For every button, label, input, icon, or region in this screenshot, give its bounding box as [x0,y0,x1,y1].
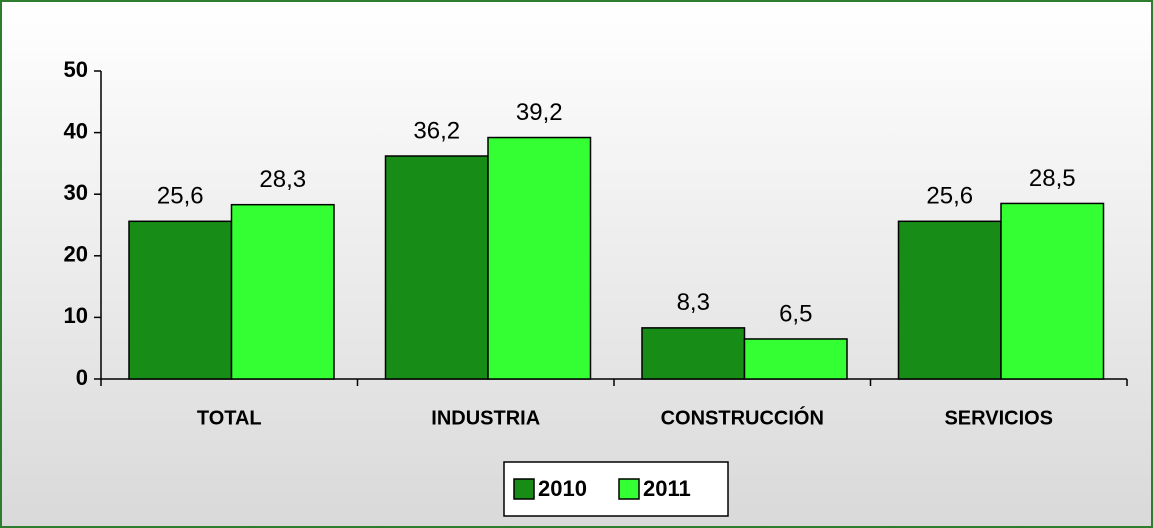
x-tick-label: CONSTRUCCIÓN [661,405,824,429]
data-label: 6,5 [779,300,812,327]
x-tick-label: SERVICIOS [944,407,1053,429]
legend-box [503,461,729,517]
y-tick-label: 10 [64,303,88,328]
legend-label: 2010 [538,476,587,501]
data-label: 36,2 [413,117,460,144]
bar [743,338,848,380]
bar [384,155,489,380]
legend-swatch [618,478,640,500]
bar [128,220,233,380]
y-tick-label: 20 [64,242,88,267]
data-label: 25,6 [157,183,204,210]
bar [230,203,335,380]
bar [1000,202,1105,380]
y-tick-label: 30 [64,180,88,205]
data-label: 25,6 [926,183,973,210]
data-label: 39,2 [516,99,563,126]
y-tick-label: 50 [64,57,88,82]
data-label: 28,5 [1029,165,1076,192]
legend-swatch [513,478,535,500]
bar [641,327,746,380]
legend-label: 2011 [643,476,691,501]
y-tick-label: 0 [76,365,88,390]
bar [897,220,1002,380]
bar [487,136,592,380]
x-tick-label: INDUSTRIA [431,407,540,429]
data-label: 28,3 [259,166,306,193]
data-label: 8,3 [677,289,710,316]
x-tick-label: TOTAL [197,407,262,429]
y-tick-label: 40 [64,118,88,143]
